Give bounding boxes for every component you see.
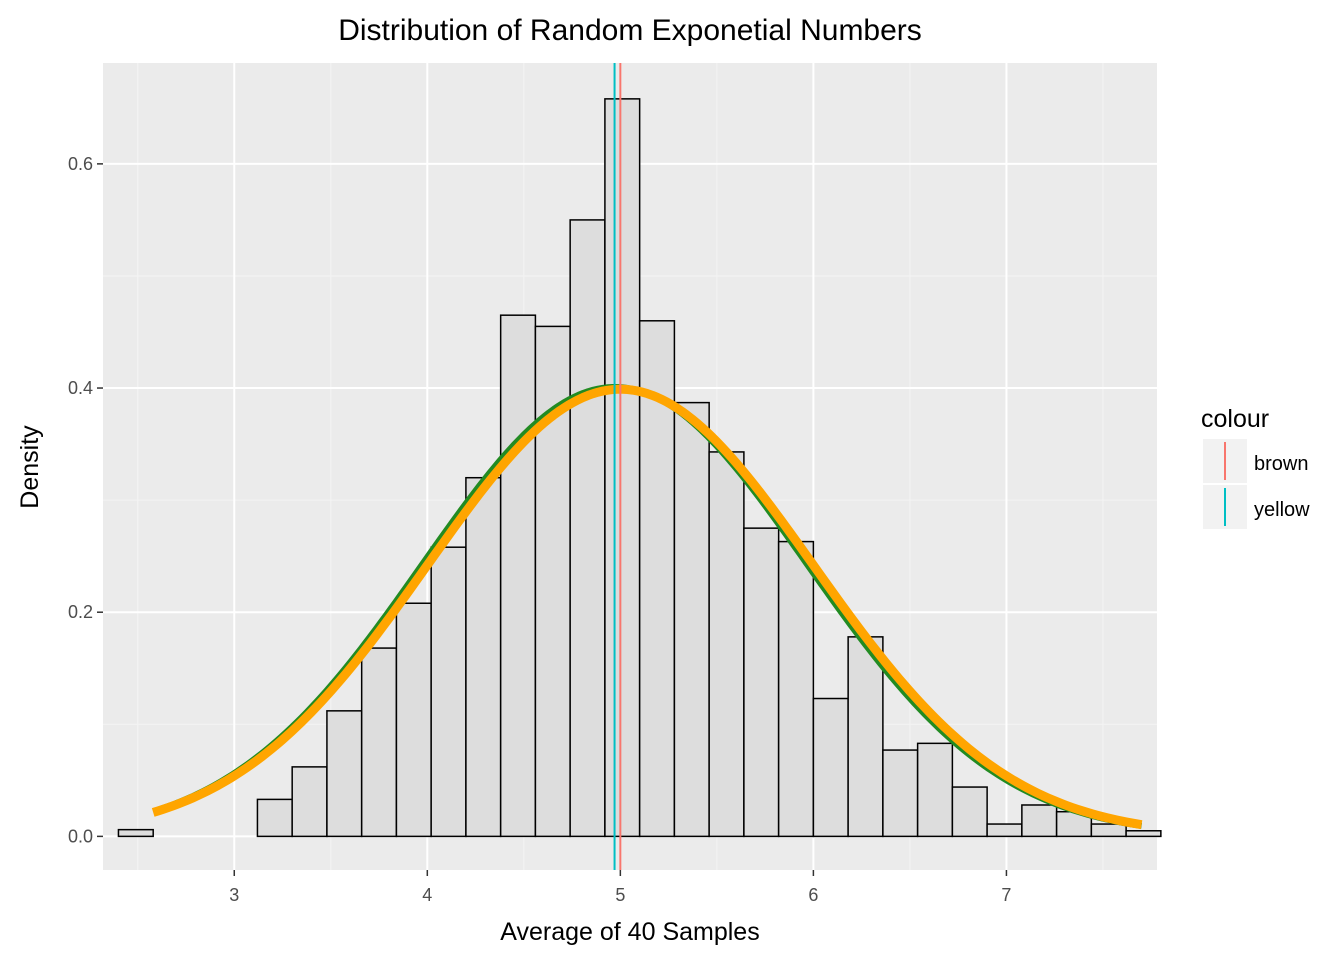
histogram-bar	[812, 697, 849, 838]
y-axis-title: Density	[16, 425, 44, 509]
x-axis: 3 4 5 6 7	[229, 870, 1011, 905]
y-tick-label: 0.6	[68, 154, 93, 174]
histogram-bar	[256, 798, 293, 838]
y-tick-label: 0.2	[68, 602, 93, 622]
histogram-bar	[326, 710, 363, 838]
histogram-bar	[117, 828, 154, 838]
histogram-bar	[951, 786, 988, 838]
chart-title: Distribution of Random Exponetial Number…	[338, 14, 922, 47]
x-tick-label: 7	[1001, 885, 1011, 905]
histogram-bar	[847, 636, 884, 838]
legend: colour brown yellow	[1201, 405, 1310, 529]
mean-lines	[613, 63, 622, 870]
y-axis: 0.0 0.2 0.4 0.6	[68, 154, 103, 846]
histogram-bar	[882, 749, 919, 838]
x-tick-label: 4	[422, 885, 432, 905]
x-tick-label: 3	[229, 885, 239, 905]
x-tick-label: 6	[808, 885, 818, 905]
histogram-bar	[569, 219, 606, 838]
histogram-bar	[604, 98, 641, 838]
histogram-bar	[916, 742, 954, 838]
legend-label: yellow	[1254, 499, 1310, 521]
histogram-bar	[1090, 823, 1127, 838]
y-tick-label: 0.4	[68, 378, 93, 398]
histogram-bar	[1021, 804, 1058, 838]
histogram-bar	[465, 476, 502, 838]
x-tick-label: 5	[615, 885, 625, 905]
histogram-bar	[395, 602, 432, 838]
legend-title: colour	[1201, 405, 1269, 433]
histogram-bar	[1125, 830, 1162, 838]
histogram-bar	[743, 527, 780, 838]
histogram-bar	[360, 647, 398, 838]
density-curves	[151, 384, 1143, 830]
histogram-bar	[708, 451, 745, 838]
histogram-bar	[499, 314, 537, 838]
histogram-bar	[430, 546, 467, 838]
legend-label: brown	[1254, 453, 1308, 475]
histogram-bar	[986, 823, 1023, 838]
histogram-bar	[777, 540, 815, 838]
x-axis-title: Average of 40 Samples	[500, 918, 759, 946]
density-curve	[151, 384, 1143, 830]
y-tick-label: 0.0	[68, 826, 93, 846]
histogram-bar	[291, 766, 328, 838]
histogram-bar	[673, 401, 710, 838]
